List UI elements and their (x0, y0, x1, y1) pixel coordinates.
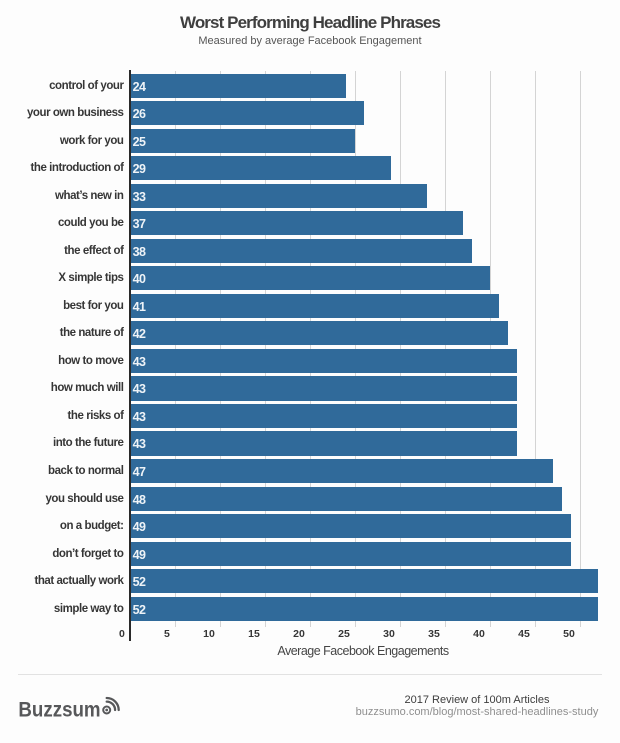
svg-text:Buzzsum: Buzzsum (18, 698, 100, 722)
